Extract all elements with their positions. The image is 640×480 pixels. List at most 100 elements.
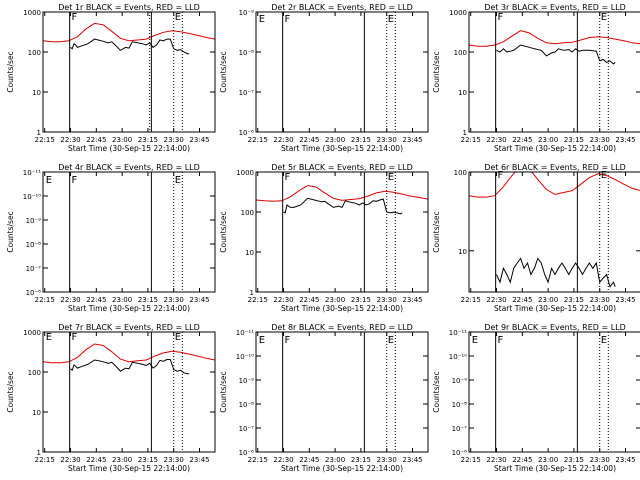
x-tick-label: 22:30	[486, 136, 506, 144]
y-tick-label: 1000	[23, 329, 41, 337]
marker-label: E	[388, 14, 394, 25]
marker-label: F	[72, 332, 78, 343]
marker-label: F	[72, 12, 78, 23]
y-tick-label: 10⁻⁶	[452, 449, 468, 457]
series-line-events	[70, 359, 190, 375]
y-tick-label: 10⁻⁷	[239, 89, 255, 97]
x-tick-label: 22:15	[35, 456, 55, 464]
x-tick-label: 22:45	[86, 296, 106, 304]
chart-title: Det 7r BLACK = Events, RED = LLD	[58, 323, 200, 332]
y-tick-label: 1	[37, 449, 41, 457]
x-tick-label: 23:45	[402, 136, 422, 144]
y-axis-label: Counts/sec	[219, 51, 228, 92]
x-tick-label: 23:00	[325, 296, 345, 304]
y-axis-label: Counts/sec	[432, 51, 441, 92]
marker-label: F	[285, 335, 291, 346]
x-axis-label: Start Time (30-Sep-15 22:14:00)	[68, 464, 190, 473]
x-tick-label: 23:00	[325, 136, 345, 144]
y-tick-label: 10⁻⁸	[452, 401, 468, 409]
y-tick-label: 10	[458, 248, 467, 256]
plot-frame	[255, 331, 429, 453]
x-axis-label: Start Time (30-Sep-15 22:14:00)	[68, 304, 190, 313]
plot-frame	[255, 171, 429, 293]
y-tick-label: 10⁻⁷	[452, 425, 468, 433]
x-tick-label: 23:00	[538, 136, 558, 144]
y-tick-label: 1	[37, 129, 41, 137]
plot-frame	[255, 11, 429, 133]
x-tick-label: 22:15	[248, 296, 268, 304]
y-tick-label: 10⁻⁷	[239, 425, 255, 433]
y-tick-label: 10⁻¹¹	[449, 329, 467, 337]
series-line-lld	[256, 184, 428, 202]
y-tick-label: 10	[32, 409, 41, 417]
series-line-events	[70, 38, 190, 55]
x-tick-label: 23:30	[164, 456, 184, 464]
x-tick-label: 22:15	[461, 296, 481, 304]
x-axis-label: Start Time (30-Sep-15 22:14:00)	[68, 144, 190, 153]
marker-label: F	[498, 12, 504, 23]
y-tick-label: 1000	[23, 9, 41, 17]
y-tick-label: 10⁻⁷	[26, 265, 42, 273]
y-tick-label: 1000	[449, 9, 467, 17]
x-tick-label: 23:30	[377, 136, 397, 144]
y-tick-label: 10⁻¹⁰	[23, 193, 41, 201]
y-tick-label: 10⁻¹¹	[23, 169, 41, 177]
series-line-events	[496, 44, 616, 65]
x-tick-label: 22:45	[299, 136, 319, 144]
chart-title: Det 8r BLACK = Events, RED = LLD	[271, 323, 413, 332]
chart-panel-8: Det 8r BLACK = Events, RED = LLD E F E 22:15…	[219, 323, 429, 473]
x-tick-label: 23:45	[402, 456, 422, 464]
y-tick-label: 10⁻⁸	[239, 49, 255, 57]
y-tick-label: 100	[454, 169, 467, 177]
y-tick-label: 10⁻⁹	[239, 9, 255, 17]
x-tick-label: 23:45	[615, 136, 635, 144]
x-tick-label: 22:15	[35, 136, 55, 144]
x-tick-label: 23:15	[138, 136, 158, 144]
x-tick-label: 22:45	[299, 456, 319, 464]
y-axis-label: Counts/sec	[6, 211, 15, 252]
x-tick-label: 22:45	[86, 136, 106, 144]
x-tick-label: 23:45	[615, 296, 635, 304]
marker-label: E	[259, 14, 265, 25]
x-tick-label: 23:30	[590, 456, 610, 464]
x-tick-label: 23:30	[164, 136, 184, 144]
marker-label: E	[472, 335, 478, 346]
y-tick-label: 10⁻⁸	[26, 241, 42, 249]
marker-label: E	[601, 12, 607, 23]
x-tick-label: 23:30	[164, 296, 184, 304]
x-tick-label: 23:30	[377, 456, 397, 464]
x-tick-label: 23:15	[138, 296, 158, 304]
x-tick-label: 23:30	[590, 136, 610, 144]
chart-title: Det 5r BLACK = Events, RED = LLD	[271, 163, 413, 172]
x-tick-label: 23:00	[538, 296, 558, 304]
series-line-lld	[469, 172, 640, 198]
y-axis-label: Counts/sec	[219, 371, 228, 412]
series-line-lld	[43, 343, 215, 364]
x-tick-label: 22:15	[248, 136, 268, 144]
x-tick-label: 23:45	[189, 456, 209, 464]
chart-title: Det 4r BLACK = Events, RED = LLD	[58, 163, 200, 172]
marker-label: E	[601, 335, 607, 346]
marker-label: E	[46, 332, 52, 343]
x-tick-label: 22:30	[273, 456, 293, 464]
y-tick-label: 100	[28, 49, 41, 57]
x-tick-label: 23:15	[351, 456, 371, 464]
x-tick-label: 23:30	[590, 296, 610, 304]
x-tick-label: 23:15	[564, 296, 584, 304]
plot-frame	[468, 11, 640, 133]
y-tick-label: 100	[28, 369, 41, 377]
y-tick-label: 10⁻⁹	[452, 377, 468, 385]
y-tick-label: 100	[241, 209, 254, 217]
marker-label: E	[175, 12, 181, 23]
x-tick-label: 22:15	[461, 136, 481, 144]
x-tick-label: 23:45	[615, 456, 635, 464]
x-tick-label: 22:30	[486, 296, 506, 304]
y-axis-label: Counts/sec	[219, 211, 228, 252]
marker-label: F	[498, 170, 504, 181]
x-axis-label: Start Time (30-Sep-15 22:14:00)	[494, 464, 616, 473]
y-tick-label: 10⁻¹¹	[236, 329, 254, 337]
y-axis-label: Counts/sec	[6, 51, 15, 92]
